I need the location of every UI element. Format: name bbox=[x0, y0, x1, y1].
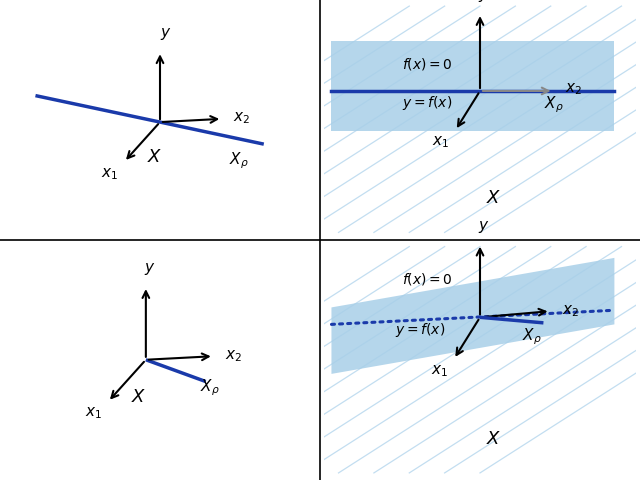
Text: $X$: $X$ bbox=[147, 148, 163, 166]
Text: $x_2$: $x_2$ bbox=[562, 302, 579, 318]
Text: $y = f(x)$: $y = f(x)$ bbox=[402, 94, 452, 112]
Text: $y$: $y$ bbox=[479, 218, 490, 234]
Text: $X$: $X$ bbox=[131, 387, 147, 405]
Text: $f(x) = 0$: $f(x) = 0$ bbox=[402, 270, 453, 286]
Text: $X_\rho$: $X_\rho$ bbox=[543, 94, 563, 115]
Text: $y$: $y$ bbox=[160, 26, 172, 42]
Text: $x_1$: $x_1$ bbox=[101, 166, 118, 181]
Text: $X$: $X$ bbox=[486, 189, 502, 206]
Text: $x_2$: $x_2$ bbox=[234, 110, 251, 126]
Text: $x_1$: $x_1$ bbox=[431, 362, 448, 378]
Text: $X_\rho$: $X_\rho$ bbox=[229, 150, 249, 171]
Text: $X_\rho$: $X_\rho$ bbox=[200, 377, 220, 397]
Text: $x_1$: $x_1$ bbox=[85, 405, 102, 420]
Polygon shape bbox=[332, 258, 614, 374]
Text: $x_2$: $x_2$ bbox=[225, 347, 242, 363]
Text: $X_\rho$: $X_\rho$ bbox=[522, 326, 542, 346]
Text: $y = f(x)$: $y = f(x)$ bbox=[395, 320, 445, 338]
Text: $y$: $y$ bbox=[479, 0, 490, 4]
Text: $x_1$: $x_1$ bbox=[433, 134, 450, 150]
Polygon shape bbox=[332, 42, 614, 132]
Text: $y$: $y$ bbox=[144, 261, 156, 276]
Text: $x_2$: $x_2$ bbox=[565, 81, 582, 97]
Text: $X$: $X$ bbox=[486, 429, 502, 446]
Text: $f(x) = 0$: $f(x) = 0$ bbox=[402, 56, 453, 72]
